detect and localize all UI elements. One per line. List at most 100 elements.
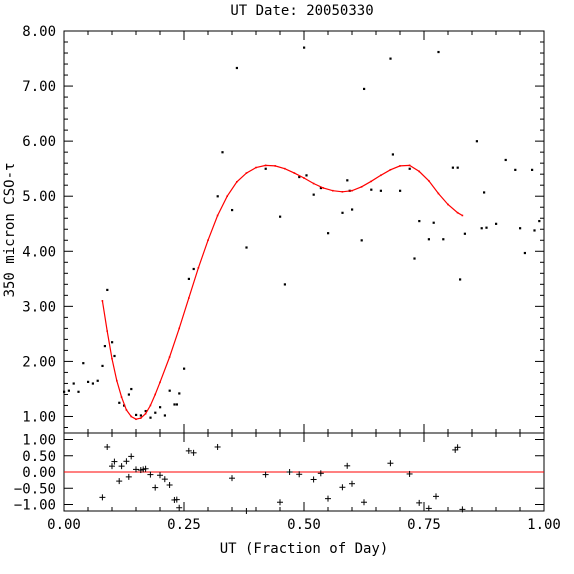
fit-marker bbox=[236, 181, 238, 183]
residual-point bbox=[425, 505, 432, 512]
data-point bbox=[173, 403, 176, 406]
fit-marker bbox=[461, 214, 464, 217]
residual-point bbox=[185, 447, 192, 454]
data-point bbox=[63, 390, 66, 393]
x-axis: 0.00 0.25 0.50 0.75 1.00 bbox=[47, 433, 561, 533]
fit-marker bbox=[116, 379, 118, 382]
data-point bbox=[480, 227, 483, 230]
fit-marker bbox=[120, 396, 123, 399]
residual-point bbox=[349, 480, 355, 487]
data-point bbox=[391, 153, 394, 156]
fit-line bbox=[101, 164, 463, 420]
data-point bbox=[437, 50, 440, 54]
fit-marker bbox=[284, 167, 286, 170]
x-tick-label: 0.25 bbox=[167, 517, 201, 533]
data-point bbox=[346, 179, 349, 182]
data-point bbox=[183, 367, 186, 370]
data-point bbox=[363, 87, 366, 91]
data-point bbox=[91, 382, 94, 385]
fit-marker bbox=[370, 180, 372, 183]
data-point bbox=[127, 393, 130, 396]
data-point bbox=[408, 167, 411, 170]
residual-point bbox=[433, 493, 439, 500]
residual-point bbox=[173, 496, 180, 503]
data-point bbox=[360, 239, 363, 242]
fit-marker bbox=[149, 404, 152, 407]
residual-point bbox=[454, 444, 461, 451]
data-point bbox=[187, 277, 190, 281]
data-point bbox=[399, 189, 402, 192]
residual-point bbox=[459, 506, 466, 513]
data-point bbox=[413, 257, 416, 260]
data-point bbox=[103, 344, 106, 348]
residual-point bbox=[286, 469, 293, 475]
data-point bbox=[351, 208, 354, 211]
data-points bbox=[63, 46, 541, 419]
residual-point bbox=[339, 484, 346, 491]
residual-y-tick-label: 0.50 bbox=[22, 449, 56, 465]
data-point bbox=[139, 414, 142, 417]
data-point bbox=[231, 208, 234, 212]
data-point bbox=[463, 232, 466, 235]
fit-marker bbox=[312, 182, 315, 185]
data-point bbox=[459, 278, 462, 281]
data-point bbox=[135, 413, 138, 417]
y-axis-label: 350 micron CSO-τ bbox=[2, 163, 18, 298]
residual-y-tick-label: 0.00 bbox=[22, 465, 56, 481]
fit-marker bbox=[437, 192, 440, 195]
main-y-axis: 1.00 2.00 3.00 4.00 5.00 6.00 7.00 8.00 bbox=[22, 24, 544, 428]
data-point bbox=[319, 186, 322, 190]
data-point bbox=[175, 403, 178, 406]
residual-point bbox=[128, 453, 135, 460]
residual-point bbox=[161, 476, 168, 483]
data-point bbox=[118, 401, 121, 404]
residual-point bbox=[176, 504, 183, 511]
data-point bbox=[163, 414, 166, 417]
fit-marker bbox=[188, 297, 190, 299]
fit-marker bbox=[106, 330, 108, 332]
fit-marker bbox=[351, 189, 353, 192]
residual-y-tick-label: −1.00 bbox=[14, 498, 56, 514]
data-point bbox=[159, 406, 162, 409]
residual-point bbox=[310, 476, 317, 483]
residual-point bbox=[99, 494, 106, 501]
data-point bbox=[82, 362, 85, 365]
y-tick-label: 5.00 bbox=[22, 189, 56, 205]
residual-y-axis: 1.000.500.00−0.50−1.00 bbox=[14, 433, 544, 514]
residual-point bbox=[361, 499, 367, 506]
data-point bbox=[475, 140, 478, 143]
data-point bbox=[106, 288, 109, 292]
data-point bbox=[216, 195, 219, 198]
fit-marker bbox=[207, 239, 209, 242]
data-point bbox=[379, 189, 382, 192]
data-point bbox=[192, 267, 195, 271]
fit-marker bbox=[456, 211, 459, 214]
data-point bbox=[312, 193, 315, 196]
fit-marker bbox=[418, 170, 420, 173]
data-point bbox=[111, 341, 114, 344]
data-point bbox=[77, 390, 80, 393]
fit-marker bbox=[159, 381, 161, 384]
data-point bbox=[154, 411, 157, 414]
fit-marker bbox=[135, 418, 137, 421]
fit-marker bbox=[274, 165, 276, 167]
data-point bbox=[514, 168, 517, 171]
data-point bbox=[298, 175, 301, 179]
fit-marker bbox=[293, 172, 296, 174]
fit-marker bbox=[303, 177, 305, 179]
main-x-ticks bbox=[63, 31, 545, 433]
main-plot-frame bbox=[63, 30, 545, 434]
y-tick-label: 8.00 bbox=[22, 24, 56, 40]
fit-marker bbox=[447, 203, 449, 206]
residual-point bbox=[116, 478, 123, 485]
data-point bbox=[264, 167, 267, 170]
residual-point bbox=[190, 449, 197, 456]
chart-title: UT Date: 20050330 bbox=[230, 3, 373, 19]
data-point bbox=[370, 188, 373, 191]
residual-point bbox=[317, 470, 324, 477]
data-point bbox=[149, 416, 152, 419]
residual-point bbox=[229, 475, 235, 482]
residual-point bbox=[277, 499, 283, 506]
fit-marker bbox=[130, 415, 132, 418]
residual-point bbox=[125, 473, 132, 480]
